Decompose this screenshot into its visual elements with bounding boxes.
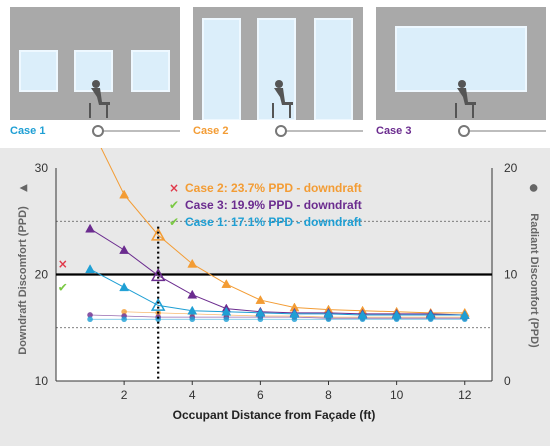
radiant-point [121,308,127,315]
x-tick-label: 10 [390,388,404,402]
case-3-label: Case 3 [376,125,412,137]
y-left-tick-label: 20 [35,268,49,282]
downdraft-point [357,309,368,319]
downdraft-point [221,306,232,316]
downdraft-point [459,309,470,319]
x-tick-label: 2 [121,388,128,402]
case-2-room-image [193,7,363,120]
radiant-line-case [90,314,465,319]
radiant-point [257,316,264,323]
radiant-point [223,316,230,323]
case-1-slider[interactable] [96,130,180,132]
downdraft-point [119,244,130,254]
x-tick-label: 4 [189,388,196,402]
downdraft-point [187,305,198,315]
radiant-point [189,316,196,323]
case-1-room-image [10,7,180,120]
chart-svg: 2 4 6 8 10 12 10 20 30 0 10 20 Occupant Distance fro… [0,148,550,446]
y-left-axis-label: Downdraft Discomfort (PPD) [17,206,29,355]
downdraft-point [255,295,266,304]
case-1-slider-handle[interactable] [92,125,104,137]
downdraft-point [150,297,166,311]
downdraft-point [85,223,95,233]
annotation-label: Case 3: 19.9% PPD - downdraft [185,198,362,212]
case-3-slider-handle[interactable] [458,125,470,137]
radiant-point [87,316,93,323]
y-right-tick-label: 10 [504,268,518,282]
annotation-label: Case 2: 23.7% PPD - downdraft [185,181,362,195]
y-left-axis-marker: ▲ [18,184,29,192]
x-axis-label: Occupant Distance from Façade (ft) [173,408,376,422]
downdraft-point [255,307,266,317]
downdraft-point [119,282,130,292]
downdraft-point [85,264,95,274]
y-right-tick-label: 0 [504,374,511,388]
downdraft-point [425,309,436,319]
downdraft-point [150,268,166,282]
downdraft-line-case [89,268,465,316]
downdraft-point [150,227,166,241]
downdraft-point [187,289,198,299]
downdraft-line-case [89,228,465,316]
downdraft-point [323,308,334,318]
radiant-point [325,316,332,323]
downdraft-point [187,258,198,268]
case-3-panel [376,7,546,120]
x-tick-label: 12 [458,388,472,402]
left-status-icon: ✔ [58,280,68,294]
downdraft-point [289,308,300,318]
case-3-slider[interactable] [462,130,546,132]
case-2-panel [193,7,363,120]
case-1-panel [10,7,180,120]
downdraft-point [221,279,232,288]
x-tick-label: 6 [257,388,264,402]
annotation-status-icon: ✔ [169,215,179,229]
case-2-label: Case 2 [193,125,229,137]
radiant-point [291,316,298,323]
case-2-slider-handle[interactable] [275,125,287,137]
y-left-tick-label: 30 [35,161,49,175]
y-right-axis-marker: ● [528,184,539,193]
case-1-label: Case 1 [10,125,46,137]
downdraft-point [119,189,130,199]
discomfort-chart: 2 4 6 8 10 12 10 20 30 0 10 20 Occupant Distance fro… [0,148,550,446]
x-tick-label: 8 [325,388,332,402]
y-right-tick-label: 20 [504,161,518,175]
y-left-tick-label: 10 [35,374,49,388]
downdraft-line-case [100,148,465,314]
radiant-point [121,316,127,323]
annotation-status-icon: ✔ [169,198,179,212]
annotation-status-icon: × [169,181,179,195]
case-2-slider[interactable] [279,130,363,132]
annotation-label: Case 1: 17.1% PPD - downdraft [185,215,362,229]
left-status-icon: × [58,257,68,271]
radiant-point [155,316,161,323]
case-3-room-image [376,7,546,120]
radiant-point [87,312,93,318]
y-right-axis-label: Radiant Discomfort (PPD) [528,213,540,348]
downdraft-point [391,309,402,319]
